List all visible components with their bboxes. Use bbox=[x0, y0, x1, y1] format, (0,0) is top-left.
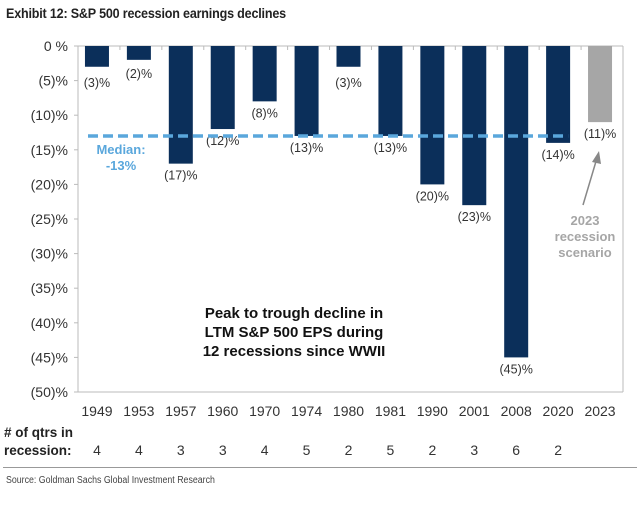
x-tick-label: 1953 bbox=[123, 403, 154, 419]
x-tick-label: 2023 bbox=[584, 403, 615, 419]
qtrs-value-1953: 4 bbox=[135, 442, 143, 458]
qtrs-value-2001: 3 bbox=[470, 442, 478, 458]
bar-1953 bbox=[126, 46, 151, 60]
annotation-line: recession bbox=[555, 229, 616, 244]
x-tick-label: 1981 bbox=[375, 403, 406, 419]
bar-1974 bbox=[294, 46, 319, 136]
qtrs-label-line2: recession: bbox=[4, 443, 72, 458]
x-tick-label: 1980 bbox=[333, 403, 364, 419]
x-tick-label: 1960 bbox=[207, 403, 238, 419]
data-label-1949: (3)% bbox=[84, 76, 110, 90]
qtrs-value-1949: 4 bbox=[93, 442, 101, 458]
data-label-1990: (20)% bbox=[416, 189, 449, 203]
y-tick-label: (20)% bbox=[31, 176, 68, 192]
bar-1980 bbox=[336, 46, 361, 67]
x-tick-label: 1949 bbox=[81, 403, 112, 419]
x-tick-label: 2008 bbox=[501, 403, 532, 419]
y-tick-label: (5)% bbox=[38, 73, 68, 89]
bar-1990 bbox=[420, 46, 445, 185]
median-label: Median: bbox=[96, 142, 145, 157]
data-label-1953: (2)% bbox=[126, 67, 152, 81]
x-tick-label: 1990 bbox=[417, 403, 448, 419]
data-label-2020: (14)% bbox=[541, 148, 574, 162]
y-tick-label: (25)% bbox=[31, 211, 68, 227]
qtrs-value-1990: 2 bbox=[428, 442, 436, 458]
y-tick-label: (35)% bbox=[31, 280, 68, 296]
data-label-1981: (13)% bbox=[374, 141, 407, 155]
annotation-line: 2023 bbox=[571, 213, 600, 228]
qtrs-value-2020: 2 bbox=[554, 442, 562, 458]
divider bbox=[3, 467, 637, 468]
data-label-1980: (3)% bbox=[335, 76, 361, 90]
qtrs-value-1980: 2 bbox=[345, 442, 353, 458]
qtrs-value-1957: 3 bbox=[177, 442, 185, 458]
data-label-2023: (11)% bbox=[584, 127, 616, 141]
bar-2008 bbox=[504, 46, 529, 358]
qtrs-row-label: # of qtrs in recession: bbox=[4, 424, 73, 460]
qtrs-value-1974: 5 bbox=[303, 442, 311, 458]
source-note: Source: Goldman Sachs Global Investment … bbox=[6, 475, 215, 486]
chart-title: Exhibit 12: S&P 500 recession earnings d… bbox=[6, 6, 286, 21]
bar-1960 bbox=[210, 46, 235, 130]
bar-2023 bbox=[588, 46, 613, 123]
y-tick-label: (45)% bbox=[31, 349, 68, 365]
y-tick-label: 0 % bbox=[44, 38, 68, 54]
qtrs-value-2008: 6 bbox=[512, 442, 520, 458]
y-tick-label: (50)% bbox=[31, 384, 68, 400]
bar-1970 bbox=[252, 46, 277, 102]
bar-chart: 0 % (5)% (10)% (15)% (20)% (25)% (30)% (35)% (40… bbox=[31, 38, 624, 458]
bar-2020 bbox=[546, 46, 571, 143]
x-tick-label: 1970 bbox=[249, 403, 280, 419]
y-tick-label: (30)% bbox=[31, 246, 68, 262]
data-label-1957: (17)% bbox=[164, 169, 197, 183]
bar-2001 bbox=[462, 46, 487, 206]
annotation-line: scenario bbox=[558, 245, 612, 260]
qtrs-value-1981: 5 bbox=[387, 442, 395, 458]
annotation-arrow-line bbox=[582, 157, 598, 206]
y-tick-label: (10)% bbox=[31, 107, 68, 123]
center-text-line: 12 recessions since WWII bbox=[203, 343, 386, 360]
data-label-2001: (23)% bbox=[458, 210, 491, 224]
y-tick-label: (40)% bbox=[31, 315, 68, 331]
median-value: -13% bbox=[106, 158, 137, 173]
y-tick-label: (15)% bbox=[31, 142, 68, 158]
qtrs-value-1970: 4 bbox=[261, 442, 269, 458]
data-label-2008: (45)% bbox=[500, 362, 533, 376]
qtrs-label-line1: # of qtrs in bbox=[4, 425, 74, 440]
x-tick-label: 1974 bbox=[291, 403, 322, 419]
x-tick-label: 1957 bbox=[165, 403, 196, 419]
qtrs-value-1960: 3 bbox=[219, 442, 227, 458]
arrow-head-icon bbox=[592, 151, 601, 164]
x-tick-label: 2001 bbox=[459, 403, 490, 419]
data-label-1974: (13)% bbox=[290, 141, 323, 155]
bar-1981 bbox=[378, 46, 403, 136]
x-tick-label: 2020 bbox=[543, 403, 574, 419]
center-text-line: LTM S&P 500 EPS during bbox=[205, 324, 384, 341]
center-text-line: Peak to trough decline in bbox=[205, 305, 383, 322]
bar-1949 bbox=[84, 46, 109, 67]
data-label-1970: (8)% bbox=[251, 106, 277, 120]
bar-1957 bbox=[168, 46, 193, 164]
